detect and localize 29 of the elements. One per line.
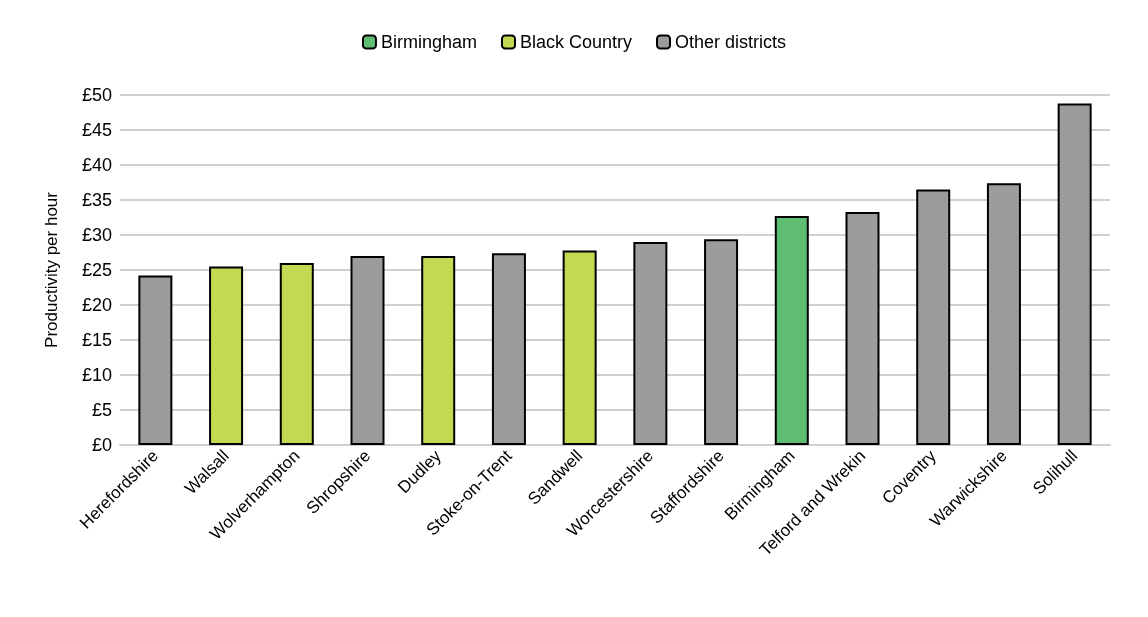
y-tick-label: £0 (91, 435, 112, 455)
bar (986, 183, 1021, 445)
bar (421, 256, 456, 445)
y-tick-label: £10 (81, 365, 112, 385)
y-tick-label: £25 (81, 260, 112, 280)
y-tick-label: £35 (81, 190, 112, 210)
y-tick-label: £15 (81, 330, 112, 350)
bar (704, 239, 739, 445)
y-tick-label: £30 (81, 225, 112, 245)
bar (774, 216, 809, 445)
bar (1057, 103, 1092, 445)
legend-label: Other districts (675, 32, 787, 52)
y-tick-label: £20 (81, 295, 112, 315)
bar (916, 189, 951, 445)
legend-label: Birmingham (380, 32, 477, 52)
bar (491, 253, 526, 445)
y-tick-label: £5 (91, 400, 112, 420)
legend-label: Black Country (519, 32, 633, 52)
y-tick-label: £50 (81, 85, 112, 105)
bar (562, 250, 597, 445)
bar (138, 275, 173, 445)
bar (633, 242, 668, 445)
y-tick-label: £40 (81, 155, 112, 175)
bar (209, 266, 244, 445)
bar (279, 263, 314, 445)
bar (350, 256, 385, 445)
y-axis-title: Productivity per hour (42, 191, 61, 348)
y-tick-label: £45 (81, 120, 112, 140)
bar (845, 211, 880, 445)
